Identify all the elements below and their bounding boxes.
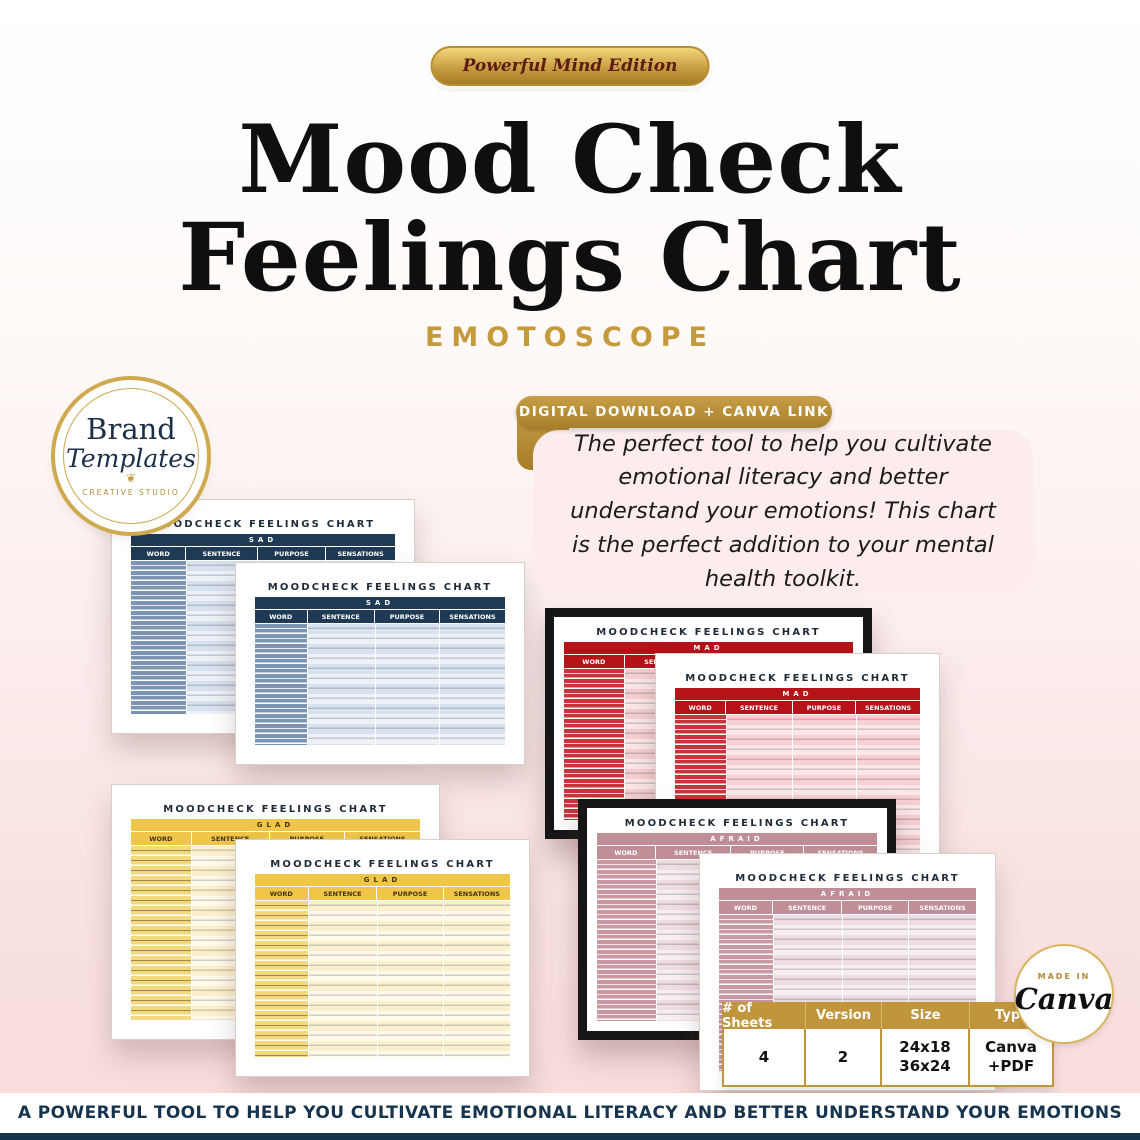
chart-title: MOODCHECK FEELINGS CHART <box>163 804 388 815</box>
column-word: WORD <box>131 832 192 845</box>
made-in-canva-badge: MADE IN Canva <box>1014 946 1114 1042</box>
spec-value-type: Canva +PDF <box>985 1038 1037 1075</box>
column-word: WORD <box>675 701 727 714</box>
logo-flourish-icon: ❦ <box>125 471 137 486</box>
edition-badge: Powerful Mind Edition <box>430 46 710 86</box>
logo-word-brand: Brand <box>86 412 176 447</box>
spec-table: # of Sheets Version Size Type 4 2 24x18 … <box>722 1001 1054 1087</box>
title-line-2: Feelings Chart <box>178 202 962 313</box>
spec-value-version: 2 <box>806 1029 882 1085</box>
chart-rows <box>255 901 510 1057</box>
edition-badge-label: Powerful Mind Edition <box>462 56 678 76</box>
column-sentence: SENTENCE <box>308 887 378 900</box>
column-word: WORD <box>719 901 773 914</box>
column-sentence: SENTENCE <box>726 701 793 714</box>
footer-banner: A POWERFUL TOOL TO HELP YOU CULTIVATE EM… <box>0 1093 1140 1140</box>
chart-rows <box>255 624 505 745</box>
made-in-label: MADE IN <box>1037 972 1091 981</box>
chart-column-headers: WORD SENTENCE PURPOSE SENSATIONS <box>675 701 920 714</box>
chart-mood-label: MAD <box>564 642 853 654</box>
spec-table-value-row: 4 2 24x18 36x24 Canva +PDF <box>722 1029 1054 1087</box>
column-purpose: PURPOSE <box>377 887 444 900</box>
logo-studio-label: CREATIVE STUDIO <box>82 488 180 498</box>
spec-header-sheets: # of Sheets <box>722 1001 806 1031</box>
column-word: WORD <box>255 887 309 900</box>
chart-title: MOODCHECK FEELINGS CHART <box>267 582 493 593</box>
chart-mood-label: AFRAID <box>719 888 976 900</box>
title-line-1: Mood Check <box>238 105 902 215</box>
column-word: WORD <box>255 610 308 623</box>
chart-mood-label: GLAD <box>255 874 510 886</box>
chart-title: MOODCHECK FEELINGS CHART <box>624 818 850 829</box>
column-sentence: SENTENCE <box>307 610 375 623</box>
chart-glad-front: MOODCHECK FEELINGS CHART GLAD WORD SENTE… <box>236 840 529 1076</box>
column-sensations: SENSATIONS <box>856 701 920 714</box>
column-purpose: PURPOSE <box>792 701 857 714</box>
canva-logo: Canva <box>1014 982 1114 1016</box>
chart-title: MOODCHECK FEELINGS CHART <box>270 859 495 870</box>
description-box: The perfect tool to help you cultivate e… <box>533 430 1033 594</box>
chart-title: MOODCHECK FEELINGS CHART <box>596 627 821 638</box>
column-word: WORD <box>597 846 656 859</box>
column-purpose: PURPOSE <box>375 610 440 623</box>
brand-logo: Brand Templates ❦ CREATIVE STUDIO <box>58 383 204 529</box>
spec-table-header-row: # of Sheets Version Size Type <box>722 1001 1054 1031</box>
chart-title: MOODCHECK FEELINGS CHART <box>150 519 376 530</box>
column-sentence: SENTENCE <box>772 901 843 914</box>
column-word: WORD <box>131 547 187 560</box>
chart-column-headers: WORD SENTENCE PURPOSE SENSATIONS <box>719 901 976 914</box>
spec-value-sheets: 4 <box>724 1029 806 1085</box>
download-badge: DIGITAL DOWNLOAD + CANVA LINK <box>516 396 832 428</box>
chart-column-headers: WORD SENTENCE PURPOSE SENSATIONS <box>131 547 395 560</box>
spec-value-size: 24x18 36x24 <box>882 1029 970 1085</box>
chart-sad-front: MOODCHECK FEELINGS CHART SAD WORD SENTEN… <box>236 563 524 764</box>
description-text: The perfect tool to help you cultivate e… <box>570 430 996 592</box>
spec-header-version: Version <box>806 1002 882 1029</box>
column-sensations: SENSATIONS <box>443 887 510 900</box>
brand-subtitle: EMOTOSCOPE <box>424 321 716 353</box>
column-sensations: SENSATIONS <box>440 610 505 623</box>
chart-title: MOODCHECK FEELINGS CHART <box>685 673 910 684</box>
column-sensations: SENSATIONS <box>326 547 395 560</box>
brand-logo-text: Brand Templates ❦ CREATIVE STUDIO <box>66 415 196 497</box>
column-purpose: PURPOSE <box>842 901 910 914</box>
column-sentence: SENTENCE <box>186 547 258 560</box>
column-sensations: SENSATIONS <box>909 901 976 914</box>
spec-header-size: Size <box>882 1002 970 1029</box>
title-block: Mood Check Feelings Chart EMOTOSCOPE <box>0 105 1140 353</box>
column-purpose: PURPOSE <box>257 547 327 560</box>
chart-mood-label: SAD <box>255 597 505 609</box>
chart-mood-label: GLAD <box>131 819 420 831</box>
chart-column-headers: WORD SENTENCE PURPOSE SENSATIONS <box>255 887 510 900</box>
column-word: WORD <box>564 655 625 668</box>
chart-mood-label: MAD <box>675 688 920 700</box>
download-badge-label: DIGITAL DOWNLOAD + CANVA LINK <box>519 404 829 420</box>
chart-mood-label: SAD <box>131 534 395 546</box>
footer-text: A POWERFUL TOOL TO HELP YOU CULTIVATE EM… <box>17 1103 1123 1123</box>
logo-word-templates: Templates <box>66 444 196 474</box>
chart-column-headers: WORD SENTENCE PURPOSE SENSATIONS <box>255 610 505 623</box>
chart-title: MOODCHECK FEELINGS CHART <box>735 873 960 884</box>
chart-mood-label: AFRAID <box>597 833 877 845</box>
